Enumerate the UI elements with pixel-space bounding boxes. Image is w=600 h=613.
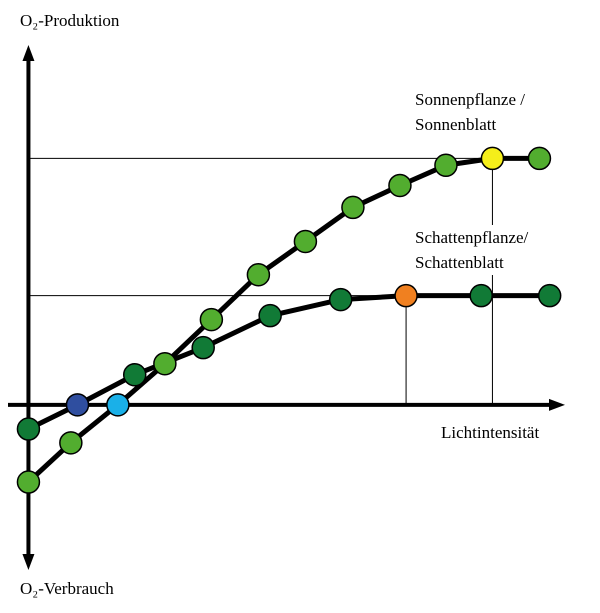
data-point-1-6	[394, 283, 418, 308]
series-line-1	[27, 293, 550, 432]
data-point-0-8	[388, 173, 412, 198]
data-point-0-2	[106, 393, 130, 417]
data-point-0-3	[153, 351, 177, 376]
series-label-sun-line2: Sonnenblatt	[415, 115, 497, 134]
data-point-1-3	[191, 335, 215, 360]
series-label-shade: Schattenpflanze/ Schattenblatt	[415, 225, 529, 275]
series-label-shade-line2: Schattenblatt	[415, 253, 504, 272]
data-point-1-0	[16, 417, 41, 441]
data-point-0-11	[527, 146, 552, 171]
data-point-1-5	[328, 287, 353, 312]
series-label-sun: Sonnenpflanze / Sonnenblatt	[415, 87, 525, 137]
data-point-0-9	[434, 153, 458, 178]
y-axis-arrow-down	[22, 554, 35, 570]
data-point-0-10	[480, 146, 505, 171]
data-point-0-5	[246, 262, 271, 287]
x-axis-label: Lichtintensität	[441, 423, 540, 442]
data-point-0-4	[199, 307, 224, 332]
data-point-0-6	[293, 229, 318, 254]
series-label-sun-line1: Sonnenpflanze /	[415, 90, 525, 109]
y-axis-label-bottom: O₂-Verbrauch	[20, 579, 114, 598]
y-axis-arrow-up	[22, 45, 35, 61]
data-point-1-7	[469, 283, 493, 308]
x-axis-arrow	[549, 398, 565, 411]
data-point-1-1	[65, 393, 90, 417]
data-point-1-2	[122, 363, 147, 387]
series-label-shade-line1: Schattenpflanze/	[415, 228, 529, 247]
data-point-0-7	[341, 195, 365, 220]
data-point-1-8	[537, 283, 562, 308]
data-point-1-4	[258, 303, 282, 328]
y-axis-label-top: O₂-Produktion	[20, 11, 120, 30]
data-point-0-0	[16, 470, 41, 494]
data-point-0-1	[59, 431, 83, 455]
